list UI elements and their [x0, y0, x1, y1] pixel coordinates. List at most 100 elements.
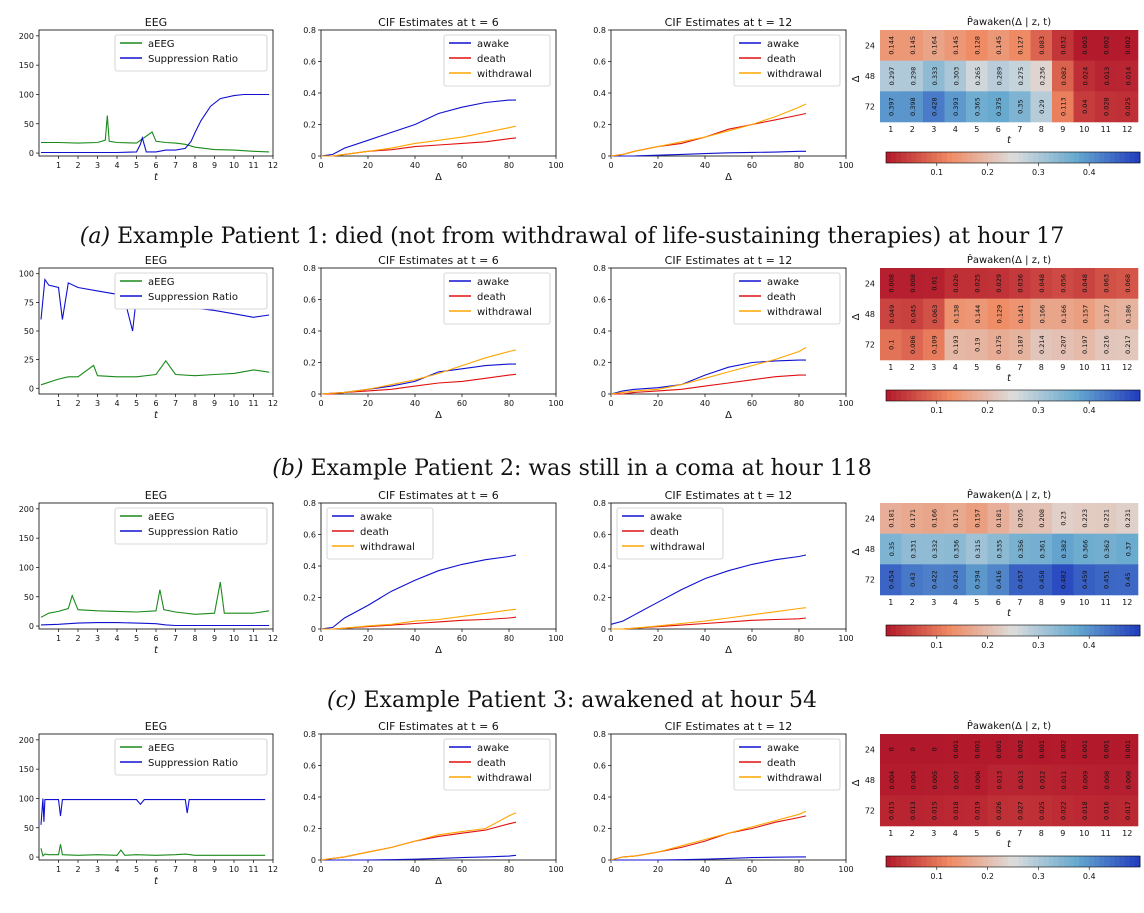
row2-eeg-ytick-label: 25 [24, 356, 34, 365]
heatmap-cell-label: 0.208 [1038, 509, 1046, 528]
heatmap-cell-label: 0.298 [909, 67, 917, 86]
heatmap-cell [1095, 795, 1117, 827]
colorbar-segment [921, 152, 928, 163]
row4-cif1-xtick-label: 60 [457, 865, 467, 874]
heatmap-cell-label: 0.002 [1103, 36, 1111, 55]
row3-cif1-legend: awake death withdrawal [326, 507, 434, 560]
heatmap-xtick-label: 6 [996, 598, 1001, 607]
colorbar-segment [916, 390, 922, 401]
colorbar-segment [1073, 625, 1080, 636]
heatmap-ytick-label: 48 [865, 310, 875, 319]
heatmap-cell [1009, 503, 1031, 534]
heatmap-cell [1030, 734, 1053, 765]
colorbar-segment [1018, 390, 1024, 401]
colorbar-segment [936, 390, 943, 401]
row3-cif2-ytick-label: 0 [601, 625, 606, 634]
heatmap-cell [923, 795, 945, 827]
row1-eeg-legend-label-suppression: Suppression Ratio [148, 54, 238, 65]
heatmap-ytick-label: 24 [865, 41, 875, 50]
heatmap-cell-label: 0.181 [995, 509, 1003, 528]
colorbar-segment [1063, 390, 1070, 401]
colorbar-segment [1124, 390, 1131, 401]
colorbar-segment [1104, 625, 1110, 636]
heatmap-cell [901, 564, 924, 596]
heatmap-cell-label: 0 [909, 747, 917, 751]
heatmap-cell-label: 0.011 [1060, 771, 1068, 790]
heatmap-cell [966, 30, 988, 61]
row2-cif2-legend-label-awake: awake [767, 277, 799, 288]
heatmap-cell-label: 0.157 [1081, 305, 1089, 324]
row4-eeg-xtick-label: 3 [95, 865, 100, 874]
heatmap-cell-label: 0.297 [888, 67, 896, 86]
heatmap-cell-label: 0.223 [1081, 509, 1089, 528]
colorbar-tick-label: 0.1 [930, 872, 943, 881]
row4-cif1-ytick-label: 0.8 [303, 730, 316, 739]
row4-cif2-ytick-label: 0.4 [593, 793, 606, 802]
heatmap-cell-label: 0.138 [952, 305, 960, 324]
heatmap-cell [987, 503, 1010, 534]
row3-cif2-xtick-label: 40 [700, 634, 710, 643]
colorbar-segment [1058, 625, 1065, 636]
heatmap-cell [1052, 503, 1074, 534]
heatmap-cell [1052, 30, 1074, 61]
heatmap-cell-label: 0.001 [995, 740, 1003, 759]
colorbar-segment [1114, 152, 1121, 163]
heatmap-cell-label: 0.207 [1060, 335, 1068, 354]
row2-eeg-legend: aEEG Suppression Ratio [114, 272, 268, 310]
row4-cif2-xlabel: Δ [725, 876, 732, 887]
heatmap-cell-label: 0.008 [888, 274, 896, 293]
row4-heatmap-title: P̂awaken(Δ | z, t) [967, 719, 1051, 732]
row2-eeg-xlabel: t [154, 410, 159, 421]
heatmap-cell-label: 0.014 [1124, 67, 1132, 86]
heatmap-cell-label: 0.008 [1103, 771, 1111, 790]
row2-cif1-xtick-label: 60 [457, 399, 467, 408]
colorbar-segment [916, 625, 922, 636]
heatmap-cell-label: 0.013 [995, 771, 1003, 790]
row1-eeg-ytick-label: 150 [19, 61, 34, 70]
row2-cif2-xtick-label: 80 [794, 399, 804, 408]
heatmap-cell-label: 0.001 [1124, 740, 1132, 759]
heatmap-cell-label: 0.356 [1017, 540, 1025, 559]
heatmap-cell-label: 0.424 [952, 570, 960, 589]
row1-cif2-legend-label-death: death [767, 54, 796, 65]
row3-cif1-xlabel: Δ [435, 645, 442, 656]
row1-cif1-plot: CIF Estimates at t = 6 0 20 40 60 80 100 0 0.2 0.… [303, 16, 563, 183]
colorbar-segment [1119, 625, 1126, 636]
heatmap-cell [923, 60, 945, 92]
colorbar-segment [1068, 856, 1075, 867]
colorbar-segment [1018, 625, 1024, 636]
row3-cif2-ytick-label: 0.4 [593, 562, 606, 571]
heatmap-xtick-label: 3 [931, 363, 936, 372]
colorbar-segment [1109, 856, 1115, 867]
heatmap-cell-label: 0.482 [1060, 570, 1068, 589]
heatmap-cell-label: 0.289 [995, 67, 1003, 86]
row1-cif1-ytick-label: 0.4 [303, 89, 316, 98]
heatmap-xtick-label: 3 [931, 829, 936, 838]
row1-eeg-xtick-label: 8 [192, 161, 197, 170]
colorbar-segment [1114, 856, 1121, 867]
heatmap-cell [1009, 298, 1031, 330]
row3-cif2-title: CIF Estimates at t = 12 [665, 489, 793, 502]
heatmap-cell-label: 0.214 [1038, 335, 1046, 354]
heatmap-cell-label: 0.231 [1124, 509, 1132, 528]
colorbar-tick-label: 0.1 [930, 641, 943, 650]
colorbar-segment [1068, 625, 1075, 636]
row2-cif1-ytick-label: 0.6 [303, 296, 316, 305]
colorbar-segment [1018, 152, 1024, 163]
colorbar-segment [997, 625, 1004, 636]
colorbar-segment [992, 390, 999, 401]
colorbar-segment [997, 856, 1004, 867]
colorbar-segment [992, 152, 999, 163]
row1-cif2-ytick-label: 0.6 [593, 58, 606, 67]
row3-eeg-xtick-label: 12 [268, 634, 278, 643]
row4-cif1-xtick-label: 100 [548, 865, 563, 874]
row4-cif1-xtick-label: 20 [363, 865, 373, 874]
heatmap-cell [1073, 30, 1096, 61]
row2-eeg-xtick-label: 10 [229, 399, 239, 408]
heatmap-cell-label: 0.045 [909, 305, 917, 324]
heatmap-cell-label: 0.37 [1124, 542, 1132, 556]
row4-eeg-ytick-label: 150 [19, 765, 34, 774]
heatmap-cell-label: 0.013 [909, 801, 917, 820]
heatmap-cell-label: 0.205 [1017, 509, 1025, 528]
